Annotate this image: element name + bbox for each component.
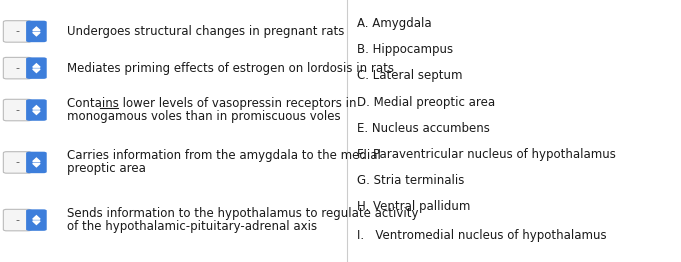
Text: Mediates priming effects of estrogen on lordosis in rats: Mediates priming effects of estrogen on … xyxy=(67,62,394,75)
FancyBboxPatch shape xyxy=(26,152,47,173)
Text: E. Nucleus accumbens: E. Nucleus accumbens xyxy=(357,122,490,135)
Text: Contains lower levels of vasopressin receptors in: Contains lower levels of vasopressin rec… xyxy=(67,97,356,110)
Polygon shape xyxy=(33,163,40,167)
Text: F.  Paraventricular nucleus of hypothalamus: F. Paraventricular nucleus of hypothalam… xyxy=(357,148,616,161)
Polygon shape xyxy=(33,32,40,36)
FancyBboxPatch shape xyxy=(3,21,31,42)
Polygon shape xyxy=(33,64,40,67)
Text: C. Lateral septum: C. Lateral septum xyxy=(357,69,462,83)
Text: -: - xyxy=(16,26,19,36)
Text: preoptic area: preoptic area xyxy=(67,162,146,176)
FancyBboxPatch shape xyxy=(26,99,47,121)
FancyBboxPatch shape xyxy=(3,152,31,173)
Text: B. Hippocampus: B. Hippocampus xyxy=(357,43,454,56)
Text: of the hypothalamic-pituitary-adrenal axis: of the hypothalamic-pituitary-adrenal ax… xyxy=(67,220,317,233)
Polygon shape xyxy=(33,111,40,114)
FancyBboxPatch shape xyxy=(3,99,31,121)
Text: Undergoes structural changes in pregnant rats: Undergoes structural changes in pregnant… xyxy=(67,25,344,38)
FancyBboxPatch shape xyxy=(26,209,47,231)
Text: I.   Ventromedial nucleus of hypothalamus: I. Ventromedial nucleus of hypothalamus xyxy=(357,229,607,242)
Text: H. Ventral pallidum: H. Ventral pallidum xyxy=(357,200,471,214)
Text: G. Stria terminalis: G. Stria terminalis xyxy=(357,174,464,187)
Polygon shape xyxy=(33,106,40,109)
Text: -: - xyxy=(16,157,19,167)
Polygon shape xyxy=(33,158,40,161)
Polygon shape xyxy=(33,216,40,219)
Text: -: - xyxy=(16,105,19,115)
Polygon shape xyxy=(33,69,40,73)
Text: D. Medial preoptic area: D. Medial preoptic area xyxy=(357,96,495,109)
FancyBboxPatch shape xyxy=(26,21,47,42)
Text: Sends information to the hypothalamus to regulate activity: Sends information to the hypothalamus to… xyxy=(67,207,418,220)
Polygon shape xyxy=(33,221,40,225)
Text: -: - xyxy=(16,215,19,225)
Text: -: - xyxy=(16,63,19,73)
Polygon shape xyxy=(33,27,40,30)
Text: Carries information from the amygdala to the medial: Carries information from the amygdala to… xyxy=(67,149,381,162)
Text: A. Amygdala: A. Amygdala xyxy=(357,17,432,30)
FancyBboxPatch shape xyxy=(3,209,31,231)
FancyBboxPatch shape xyxy=(3,57,31,79)
FancyBboxPatch shape xyxy=(26,57,47,79)
Text: monogamous voles than in promiscuous voles: monogamous voles than in promiscuous vol… xyxy=(67,110,340,123)
